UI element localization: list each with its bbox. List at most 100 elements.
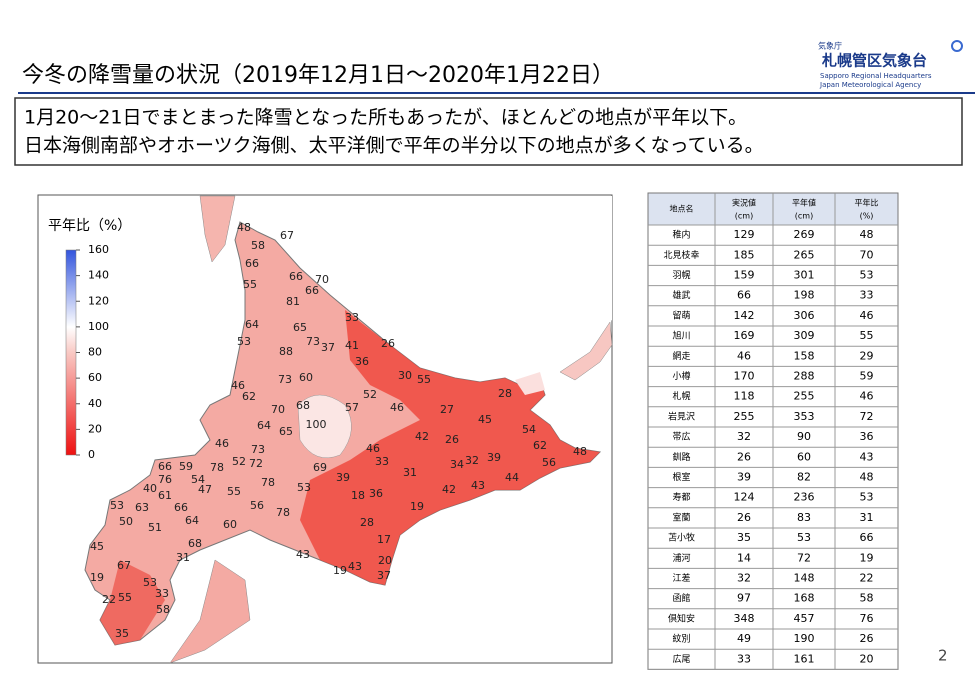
table-cell: 170	[734, 370, 755, 383]
table-cell: 26	[737, 450, 751, 463]
table-cell: 309	[794, 329, 815, 342]
map-label: 66	[305, 284, 319, 297]
title: 今冬の降雪量の状況（2019年12月1日～2020年1月22日）	[22, 63, 614, 88]
map-label: 32	[465, 454, 479, 467]
station-name: 函館	[672, 592, 690, 604]
map-label: 60	[223, 518, 237, 531]
station-name: 旭川	[672, 330, 690, 342]
table-cell: 53	[860, 491, 874, 504]
table-cell: 353	[794, 410, 815, 423]
table-header: 地点名	[670, 204, 694, 214]
legend-tick-label: 40	[88, 397, 102, 410]
map-label: 66	[174, 501, 188, 514]
legend-tick-label: 140	[88, 269, 109, 282]
map-label: 46	[215, 437, 229, 450]
table-cell: 46	[737, 349, 751, 362]
map-label: 56	[542, 456, 556, 469]
legend-tick-label: 20	[88, 422, 102, 435]
table-cell: 59	[860, 370, 874, 383]
table-header-unit: (cm)	[795, 212, 813, 221]
table-cell: 118	[734, 390, 755, 403]
map-label: 35	[115, 627, 129, 640]
map-label: 42	[415, 430, 429, 443]
map-label: 43	[348, 560, 362, 573]
map-label: 78	[210, 461, 224, 474]
map-label: 57	[345, 401, 359, 414]
map-label: 19	[90, 571, 104, 584]
map-label: 76	[158, 473, 172, 486]
station-name: 札幌	[672, 390, 690, 402]
table-cell: 76	[860, 612, 874, 625]
station-name: 羽幌	[672, 269, 690, 281]
table-header: 平年値	[792, 198, 816, 208]
summary-line: 日本海側南部やオホーツク海側、太平洋側で平年の半分以下の地点が多くなっている。	[24, 135, 764, 157]
logo-office: 札幌管区気象台	[821, 52, 927, 70]
map-label: 65	[293, 321, 307, 334]
map-label: 46	[231, 379, 245, 392]
station-name: 帯広	[672, 431, 690, 443]
table-cell: 48	[860, 471, 874, 484]
legend-title: 平年比（%）	[48, 218, 131, 234]
legend-tick-label: 80	[88, 346, 102, 359]
honshu	[169, 559, 251, 664]
table-cell: 58	[860, 592, 874, 605]
map-label: 65	[279, 425, 293, 438]
map-label: 50	[119, 515, 133, 528]
table-cell: 142	[734, 309, 755, 322]
legend-tick-label: 0	[88, 448, 95, 461]
map-label: 78	[261, 476, 275, 489]
logo-agency: 気象庁	[818, 41, 842, 51]
table-cell: 457	[794, 612, 815, 625]
map-label: 54	[191, 473, 205, 486]
map-label: 31	[176, 551, 190, 564]
map-label: 73	[251, 443, 265, 456]
table-header: 平年比	[855, 198, 879, 208]
map-label: 61	[158, 489, 172, 502]
table-cell: 190	[794, 632, 815, 645]
map-label: 67	[117, 559, 131, 572]
table-cell: 82	[797, 471, 811, 484]
map-label: 70	[271, 403, 285, 416]
map-label: 22	[102, 593, 116, 606]
summary-line: 1月20～21日でまとまった降雪となった所もあったが、ほとんどの地点が平年以下。	[24, 107, 747, 129]
table-cell: 32	[737, 572, 751, 585]
map-label: 73	[306, 335, 320, 348]
table-cell: 255	[794, 390, 815, 403]
table-cell: 14	[737, 551, 751, 564]
map-label: 72	[249, 457, 263, 470]
table-cell: 49	[737, 632, 751, 645]
map-label: 55	[118, 591, 132, 604]
table-cell: 35	[737, 531, 751, 544]
high-ratio-area	[297, 394, 352, 459]
logo-mark	[951, 40, 963, 52]
table-cell: 33	[737, 652, 751, 665]
map-label: 39	[336, 471, 350, 484]
table-cell: 60	[797, 450, 811, 463]
map-label: 78	[276, 506, 290, 519]
map-label: 26	[445, 433, 459, 446]
table-cell: 22	[860, 572, 874, 585]
map-label: 36	[369, 487, 383, 500]
map-label: 58	[156, 603, 170, 616]
map-label: 67	[280, 229, 294, 242]
table-header-unit: (%)	[860, 212, 874, 221]
map-label: 33	[345, 311, 359, 324]
legend-tick-label: 100	[88, 320, 109, 333]
map-label: 30	[398, 369, 412, 382]
table-cell: 29	[860, 349, 874, 362]
table-cell: 185	[734, 248, 755, 261]
map-label: 41	[345, 339, 359, 352]
map-label: 70	[315, 273, 329, 286]
map-label: 62	[242, 390, 256, 403]
map-label: 62	[533, 439, 547, 452]
legend-tick-label: 160	[88, 243, 109, 256]
map-label: 28	[498, 387, 512, 400]
table-cell: 236	[794, 491, 815, 504]
low-ratio-area	[100, 560, 165, 645]
table-cell: 168	[794, 592, 815, 605]
map-label: 37	[321, 341, 335, 354]
station-name: 寿都	[672, 491, 690, 503]
map-label: 42	[442, 483, 456, 496]
table-cell: 39	[737, 471, 751, 484]
map-label: 48	[237, 221, 251, 234]
